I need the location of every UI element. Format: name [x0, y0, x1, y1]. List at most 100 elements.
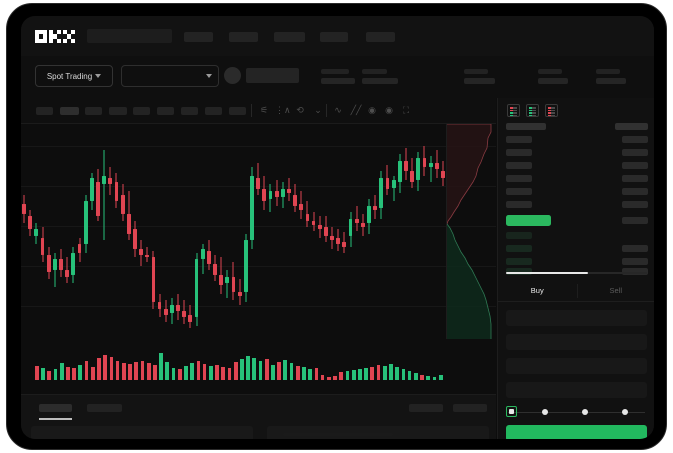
candle-wick — [306, 201, 308, 228]
candle — [206, 124, 211, 339]
tab-sell[interactable]: Sell — [577, 280, 655, 301]
order-field-1[interactable] — [506, 310, 647, 326]
chevron-down-icon — [95, 74, 102, 78]
coin-avatar — [224, 67, 241, 84]
depth-chart-overlay[interactable] — [446, 124, 496, 339]
orderbook-ask-row[interactable] — [506, 201, 532, 208]
candle — [52, 124, 57, 339]
tab-buy[interactable]: Buy — [498, 280, 577, 301]
timeframe-button-7[interactable] — [181, 107, 198, 115]
slider-marker-3[interactable] — [622, 409, 628, 415]
candle-body — [96, 182, 100, 217]
candle — [65, 124, 70, 339]
candle-body — [336, 237, 341, 245]
submit-order-button[interactable] — [506, 425, 647, 439]
orderbook-ask-row[interactable] — [506, 175, 532, 182]
timeframe-button-6[interactable] — [157, 107, 174, 115]
volume-bar — [221, 367, 226, 380]
slider-marker-1[interactable] — [542, 409, 548, 415]
timeframe-button-5[interactable] — [133, 107, 150, 115]
indicators-icon[interactable]: ⋮∧ — [275, 105, 291, 115]
spot-trading-selector[interactable]: Spot Trading — [35, 65, 113, 87]
orderbook-ask-row[interactable] — [506, 136, 532, 143]
nav-item-3[interactable] — [274, 32, 305, 42]
candle-body — [342, 242, 347, 247]
candle-body — [133, 229, 137, 249]
order-field-2[interactable] — [506, 334, 647, 350]
candle-body — [157, 302, 162, 309]
global-search-input[interactable] — [87, 29, 172, 43]
amount-slider-track[interactable] — [508, 412, 645, 413]
orders-tab-2[interactable] — [87, 404, 122, 412]
candle — [96, 124, 100, 339]
orderbook-ask-row[interactable] — [506, 149, 532, 156]
measure-icon[interactable]: ╱╱ — [350, 105, 362, 115]
camera-icon[interactable]: ◉ — [368, 105, 376, 115]
trading-pair-select[interactable] — [121, 65, 219, 87]
volume-bar — [84, 361, 89, 380]
price-chart[interactable] — [21, 124, 496, 339]
candlestick-icon[interactable]: ⚟ — [259, 105, 269, 115]
timeframe-button-9[interactable] — [229, 107, 246, 115]
candle — [243, 124, 248, 339]
orderbook-ask-row[interactable] — [506, 188, 532, 195]
candle — [59, 124, 63, 339]
orderbook-bids-icon[interactable] — [526, 104, 539, 117]
orderbook-ask-row[interactable] — [506, 162, 532, 169]
line-chart-icon[interactable]: ∿ — [334, 105, 342, 115]
compare-icon[interactable]: ⟲ — [296, 105, 304, 115]
candle — [200, 124, 205, 339]
orderbook-bid-row[interactable] — [506, 258, 532, 265]
slider-marker-2[interactable] — [582, 409, 588, 415]
order-field-3[interactable] — [506, 358, 647, 374]
orders-tab-1[interactable] — [39, 404, 72, 412]
orderbook-header-right — [615, 123, 648, 130]
candle — [114, 124, 119, 339]
candle-body — [323, 227, 328, 236]
settings-icon[interactable]: ◉ — [385, 105, 393, 115]
nav-item-1[interactable] — [184, 32, 213, 42]
timeframe-button-4[interactable] — [109, 107, 127, 115]
candle-body — [22, 203, 26, 215]
orderbook-bid-row[interactable] — [506, 232, 532, 239]
candle-body — [126, 214, 131, 234]
candle-body — [213, 263, 217, 275]
spot-trading-label: Spot Trading — [46, 71, 93, 81]
nav-item-5[interactable] — [366, 32, 395, 42]
candle — [256, 124, 261, 339]
volume-chart[interactable] — [21, 339, 496, 394]
home-indicator — [282, 433, 393, 436]
timeframe-button-1[interactable] — [36, 107, 53, 115]
timeframe-button-3[interactable] — [85, 107, 102, 115]
timeframe-button-2[interactable] — [60, 107, 79, 115]
toolbar-divider-2 — [326, 104, 327, 117]
volume-bar — [326, 377, 331, 380]
candle — [225, 124, 230, 339]
nav-item-4[interactable] — [320, 32, 348, 42]
volume-bar — [90, 367, 95, 380]
orderbook-asks-icon[interactable] — [545, 104, 558, 117]
chevron-down-icon[interactable]: ⌄ — [314, 105, 322, 115]
orderbook-bid-row[interactable] — [506, 245, 532, 252]
orders-content-box-1[interactable] — [31, 426, 253, 439]
volume-bar — [190, 363, 195, 380]
orderbook-current-price[interactable] — [506, 215, 551, 226]
orderbook-both-icon[interactable] — [507, 104, 520, 117]
tab-divider — [576, 284, 578, 298]
okx-logo[interactable] — [35, 30, 77, 43]
candle — [157, 124, 162, 339]
timeframe-button-8[interactable] — [205, 107, 222, 115]
orders-action-2[interactable] — [453, 404, 487, 412]
orderbook-bid-row[interactable] — [506, 268, 532, 275]
nav-item-2[interactable] — [229, 32, 258, 42]
candle-body — [262, 188, 267, 202]
candle-body — [250, 175, 254, 241]
orders-action-1[interactable] — [409, 404, 443, 412]
fullscreen-icon[interactable]: ⛶ — [402, 105, 410, 115]
tab-buy-label: Buy — [530, 286, 544, 295]
candle — [434, 124, 439, 339]
candle-body — [225, 276, 230, 284]
candle — [404, 124, 408, 339]
order-field-4[interactable] — [506, 382, 647, 398]
amount-slider-handle[interactable] — [506, 406, 517, 417]
